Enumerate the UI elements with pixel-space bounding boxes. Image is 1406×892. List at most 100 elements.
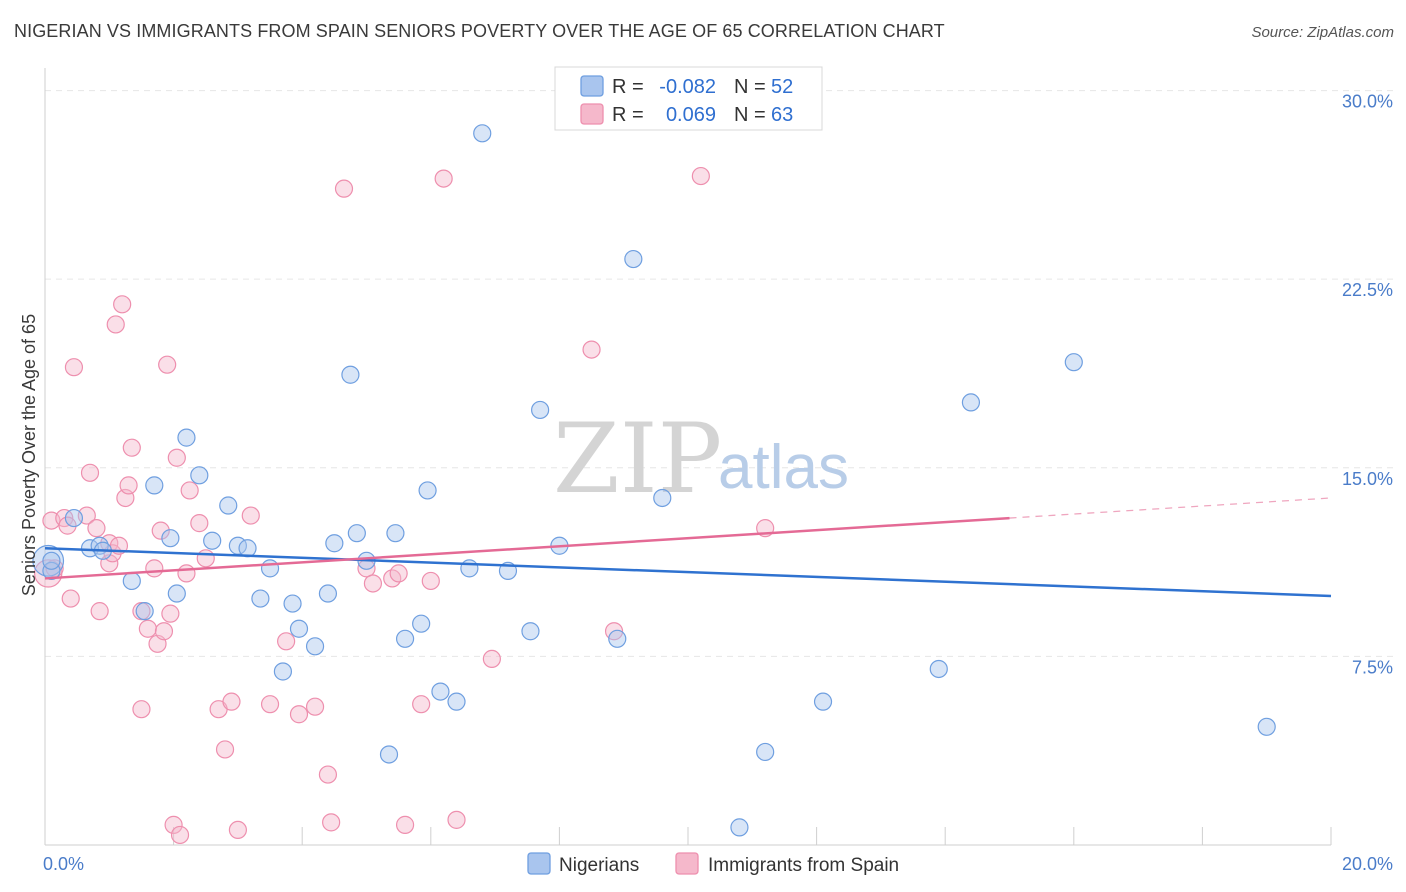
- point-immigrants-from-spain-44: [305, 697, 325, 716]
- source-label: Source: ZipAtlas.com: [1251, 24, 1394, 41]
- point-nigerians-40: [531, 400, 550, 420]
- point-immigrants-from-spain-60: [691, 166, 710, 186]
- point-immigrants-from-spain-49: [363, 574, 383, 593]
- legend-r-value-immigrants-from-spain: 0.069: [666, 104, 716, 126]
- point-nigerians-51: [1257, 717, 1276, 736]
- point-immigrants-from-spain-31: [170, 825, 190, 845]
- point-nigerians-11: [167, 584, 186, 603]
- legend-swatch-immigrants-from-spain: [580, 103, 604, 125]
- point-immigrants-from-spain-41: [260, 695, 280, 714]
- point-nigerians-34: [431, 682, 450, 701]
- point-immigrants-from-spain-26: [154, 622, 174, 641]
- point-nigerians-21: [283, 594, 302, 613]
- point-nigerians-13: [190, 466, 209, 485]
- point-immigrants-from-spain-25: [151, 521, 170, 540]
- point-immigrants-from-spain-32: [177, 564, 196, 583]
- legend-n-label-immigrants-from-spain: N =: [734, 104, 766, 126]
- y-tick-label-0: 7.5%: [1352, 657, 1393, 677]
- legend-bottom-label-nigerians: Nigerians: [559, 855, 639, 876]
- point-nigerians-37: [473, 124, 492, 143]
- point-immigrants-from-spain-57: [482, 649, 501, 669]
- point-nigerians-20: [273, 662, 293, 681]
- trend-line-immigrants-from-spain: [44, 516, 1010, 580]
- point-nigerians-15: [219, 496, 238, 515]
- point-immigrants-from-spain-30: [167, 448, 186, 467]
- point-nigerians-50: [1064, 353, 1083, 372]
- point-nigerians-29: [379, 745, 399, 764]
- point-immigrants-from-spain-47: [334, 179, 354, 198]
- point-nigerians-18: [251, 589, 270, 608]
- point-immigrants-from-spain-18: [119, 476, 138, 495]
- point-nigerians-7: [122, 571, 141, 591]
- point-immigrants-from-spain-19: [122, 438, 141, 457]
- point-nigerians-1: [42, 561, 61, 580]
- y-tick-label-2: 22.5%: [1342, 280, 1393, 300]
- chart-title: NIGERIAN VS IMMIGRANTS FROM SPAIN SENIOR…: [14, 21, 945, 41]
- point-nigerians-25: [325, 534, 344, 553]
- x-tick-label-0: 0.0%: [43, 854, 84, 874]
- point-immigrants-from-spain-38: [222, 692, 241, 711]
- legend-swatch-nigerians: [580, 75, 604, 97]
- point-immigrants-from-spain-58: [582, 340, 601, 359]
- legend-r-label-immigrants-from-spain: R =: [612, 104, 644, 126]
- point-immigrants-from-spain-33: [180, 481, 199, 500]
- point-nigerians-24: [318, 584, 338, 603]
- point-nigerians-3: [64, 508, 84, 528]
- legend-n-value-immigrants-from-spain: 63: [771, 104, 793, 126]
- point-nigerians-44: [653, 488, 672, 508]
- legend-n-value-nigerians: 52: [771, 76, 793, 98]
- point-nigerians-45: [730, 818, 749, 837]
- legend-bottom-swatch-nigerians: [527, 852, 551, 875]
- point-immigrants-from-spain-16: [113, 295, 132, 314]
- point-nigerians-2: [42, 551, 61, 570]
- y-tick-label-1: 15.0%: [1342, 469, 1393, 489]
- point-immigrants-from-spain-20: [132, 700, 151, 719]
- point-nigerians-17: [238, 539, 257, 558]
- y-axis-title: Seniors Poverty Over the Age of 65: [19, 314, 39, 596]
- point-nigerians-27: [347, 524, 366, 543]
- point-immigrants-from-spain-27: [158, 355, 177, 374]
- point-immigrants-from-spain-40: [241, 506, 260, 525]
- point-nigerians-43: [624, 249, 643, 269]
- point-nigerians-36: [460, 559, 479, 578]
- point-immigrants-from-spain-9: [87, 519, 106, 538]
- x-tick-labels: 0.0% 20.0%: [43, 854, 1393, 874]
- point-nigerians-10: [161, 529, 180, 548]
- point-nigerians-9: [145, 476, 164, 495]
- legend-r-label-nigerians: R =: [612, 76, 644, 98]
- point-immigrants-from-spain-10: [90, 602, 109, 621]
- point-immigrants-from-spain-55: [434, 169, 453, 188]
- point-nigerians-33: [418, 481, 437, 500]
- gridlines: [45, 90, 1393, 657]
- point-immigrants-from-spain-37: [215, 740, 235, 759]
- point-nigerians-14: [203, 531, 222, 550]
- point-immigrants-from-spain-34: [190, 514, 209, 533]
- trend-line-nigerians: [44, 547, 1332, 598]
- point-nigerians-47: [813, 692, 833, 711]
- watermark-atlas: atlas: [718, 433, 849, 502]
- point-immigrants-from-spain-43: [289, 705, 309, 724]
- point-nigerians-26: [341, 365, 360, 384]
- point-nigerians-42: [608, 629, 627, 648]
- point-immigrants-from-spain-29: [164, 815, 183, 834]
- point-immigrants-from-spain-8: [80, 463, 100, 482]
- point-nigerians-12: [177, 428, 196, 447]
- x-tick-label-1: 20.0%: [1342, 854, 1393, 874]
- y-tick-label-3: 30.0%: [1342, 92, 1393, 112]
- point-nigerians-35: [447, 692, 466, 711]
- point-immigrants-from-spain-39: [228, 820, 247, 840]
- point-immigrants-from-spain-46: [322, 813, 341, 832]
- point-nigerians-48: [929, 659, 948, 679]
- point-immigrants-from-spain-6: [64, 358, 84, 377]
- trend-lines: [44, 497, 1332, 598]
- legend-n-label-nigerians: N =: [734, 76, 766, 98]
- point-immigrants-from-spain-4: [58, 516, 77, 535]
- point-immigrants-from-spain-5: [61, 589, 80, 608]
- point-immigrants-from-spain-35: [196, 549, 215, 568]
- y-tick-labels: 7.5% 15.0% 22.5% 30.0%: [1342, 92, 1393, 678]
- point-nigerians-22: [289, 619, 309, 638]
- point-immigrants-from-spain-53: [412, 695, 431, 714]
- point-immigrants-from-spain-45: [318, 765, 338, 784]
- point-nigerians-23: [305, 637, 325, 656]
